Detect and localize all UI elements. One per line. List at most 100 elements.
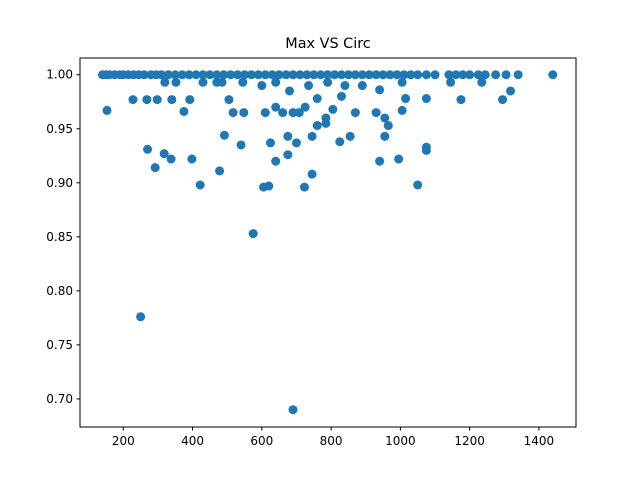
- data-point-44: [378, 70, 388, 80]
- data-point-56: [473, 70, 483, 80]
- x-tick-label: 1400: [524, 434, 555, 448]
- data-point-9: [139, 70, 149, 80]
- data-point-127: [394, 154, 404, 164]
- data-point-82: [350, 108, 360, 118]
- data-point-36: [323, 70, 333, 80]
- y-tick-label: 0.75: [46, 338, 73, 352]
- data-point-47: [399, 70, 409, 80]
- data-point-111: [166, 154, 176, 164]
- data-point-138: [248, 229, 258, 239]
- data-point-129: [421, 142, 431, 152]
- data-point-104: [357, 81, 367, 91]
- data-point-102: [323, 77, 333, 87]
- data-point-50: [421, 70, 431, 80]
- data-point-78: [312, 94, 322, 104]
- plot-area-frame: [79, 57, 577, 428]
- data-point-93: [171, 77, 181, 87]
- data-point-24: [240, 70, 250, 80]
- data-point-139: [136, 312, 146, 322]
- data-point-131: [195, 180, 205, 190]
- data-point-117: [271, 156, 281, 166]
- data-point-106: [397, 77, 407, 87]
- data-point-57: [480, 70, 490, 80]
- data-point-51: [430, 70, 440, 80]
- data-point-40: [350, 70, 360, 80]
- data-point-115: [236, 140, 246, 150]
- data-point-130: [335, 137, 345, 147]
- data-point-37: [330, 70, 340, 80]
- data-point-75: [288, 108, 298, 118]
- data-point-123: [321, 118, 331, 128]
- data-point-60: [513, 70, 523, 80]
- data-point-83: [371, 108, 381, 118]
- data-point-105: [375, 85, 385, 95]
- data-point-31: [288, 70, 298, 80]
- data-point-55: [465, 70, 475, 80]
- y-tick-label: 0.95: [46, 122, 73, 136]
- x-tick-label: 1200: [454, 434, 485, 448]
- data-point-136: [307, 169, 317, 179]
- data-point-19: [205, 70, 215, 80]
- data-point-43: [371, 70, 381, 80]
- data-point-108: [477, 77, 487, 87]
- data-point-107: [446, 77, 456, 87]
- x-tick-label: 600: [250, 434, 273, 448]
- data-point-80: [328, 104, 338, 114]
- x-tick-label: 1000: [385, 434, 416, 448]
- y-tick-label: 0.90: [46, 176, 73, 190]
- data-point-125: [375, 156, 385, 166]
- data-point-72: [260, 108, 270, 118]
- data-point-84: [380, 113, 390, 123]
- data-point-65: [152, 95, 162, 105]
- y-axis: 0.70 0.75 0.80 0.85 0.90 0.95 1.00: [46, 68, 80, 406]
- data-point-58: [491, 70, 501, 80]
- data-point-59: [501, 70, 511, 80]
- data-point-25: [246, 70, 256, 80]
- data-point-122: [312, 121, 322, 131]
- chart-title: Max VS Circ: [285, 36, 371, 52]
- data-point-14: [170, 70, 180, 80]
- data-point-34: [309, 70, 319, 80]
- data-point-41: [357, 70, 367, 80]
- data-point-85: [383, 121, 393, 131]
- data-point-88: [421, 94, 431, 104]
- x-axis: 200 400 600 800 1000 1200 1400: [112, 427, 554, 448]
- data-point-68: [185, 95, 195, 105]
- data-point-70: [228, 108, 238, 118]
- data-point-119: [283, 150, 293, 160]
- data-point-67: [179, 106, 189, 116]
- data-point-32: [295, 70, 305, 80]
- x-tick-label: 800: [320, 434, 343, 448]
- data-point-35: [316, 70, 326, 80]
- data-point-38: [337, 70, 347, 80]
- data-point-101: [304, 81, 314, 91]
- data-point-64: [142, 95, 152, 105]
- data-point-63: [128, 95, 138, 105]
- data-point-126: [380, 131, 390, 141]
- data-point-53: [451, 70, 461, 80]
- data-point-109: [143, 144, 153, 154]
- data-point-22: [226, 70, 236, 80]
- data-point-110: [159, 149, 169, 159]
- data-point-91: [506, 86, 516, 96]
- data-point-87: [401, 94, 411, 104]
- data-point-112: [187, 154, 197, 164]
- data-point-13: [163, 70, 173, 80]
- data-point-74: [278, 108, 288, 118]
- data-point-27: [260, 70, 270, 80]
- data-point-118: [283, 131, 293, 141]
- data-point-29: [274, 70, 284, 80]
- data-point-49: [413, 70, 423, 80]
- data-point-28: [267, 70, 277, 80]
- data-point-18: [198, 70, 208, 80]
- x-tick-label: 200: [112, 434, 135, 448]
- data-point-121: [307, 131, 317, 141]
- data-point-96: [217, 77, 227, 87]
- data-point-23: [233, 70, 243, 80]
- y-tick-label: 0.80: [46, 284, 73, 298]
- data-point-71: [239, 108, 249, 118]
- data-point-132: [215, 166, 225, 176]
- data-point-77: [300, 102, 310, 112]
- data-point-46: [392, 70, 402, 80]
